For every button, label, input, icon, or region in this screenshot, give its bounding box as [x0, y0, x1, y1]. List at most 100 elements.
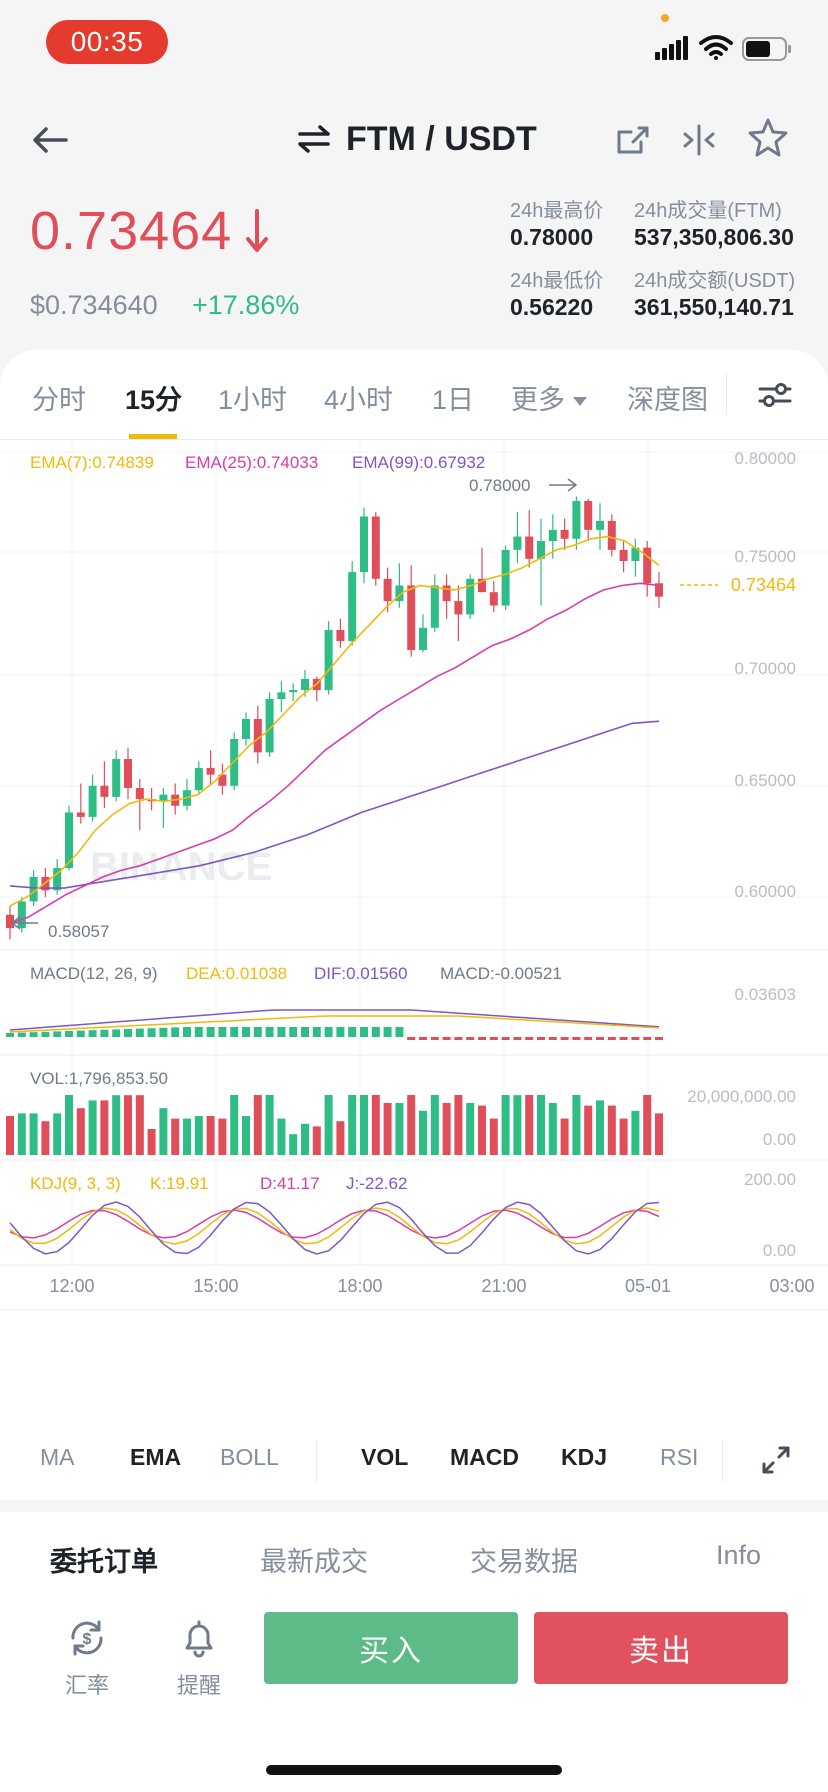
macd-bar — [41, 1031, 50, 1037]
price-tick: 0.60000 — [735, 882, 796, 901]
tab-more[interactable]: 更多 — [511, 378, 587, 417]
volume-bar — [596, 1100, 604, 1155]
indicator-ema[interactable]: EMA — [130, 1444, 182, 1470]
volume-bar — [619, 1118, 628, 1155]
fullscreen-expand-icon[interactable] — [760, 1444, 792, 1476]
indicator-bar: MA EMA BOLL VOL MACD KDJ RSI — [0, 1420, 828, 1500]
tab-1d[interactable]: 1日 — [432, 385, 475, 415]
tab-15m[interactable]: 15分 — [125, 385, 183, 415]
candle-body — [100, 785, 109, 797]
buy-button[interactable]: 买入 — [264, 1612, 518, 1684]
macd-panel — [6, 1009, 663, 1040]
candle-body — [265, 698, 274, 753]
volume-bar — [112, 1095, 121, 1155]
indicator-ma[interactable]: MA — [40, 1444, 75, 1470]
volume-panel — [6, 1095, 663, 1155]
pair-selector[interactable]: FTM / USDT — [296, 114, 537, 164]
macd-dif-line — [9, 1009, 660, 1031]
ema7-line — [9, 535, 660, 907]
candle-body — [124, 759, 132, 788]
macd-bar — [277, 1027, 286, 1037]
macd-bar — [537, 1037, 545, 1040]
candle-body — [360, 516, 368, 573]
candle-body — [194, 767, 203, 791]
chart-settings-icon[interactable] — [757, 380, 793, 410]
indicator-vol[interactable]: VOL — [361, 1444, 409, 1470]
volume-bar — [584, 1105, 593, 1155]
candle-body — [76, 812, 85, 817]
price-down-arrow-icon — [246, 209, 269, 252]
tab-depth[interactable]: 深度图 — [627, 385, 708, 415]
macd-bar — [17, 1032, 26, 1037]
compare-icon[interactable] — [681, 122, 717, 158]
volume-bar — [631, 1110, 640, 1155]
candle-body — [560, 529, 569, 539]
section-gap — [0, 1500, 828, 1512]
interval-tabs: 分时 15分 1小时 4小时 1日 更多 深度图 — [0, 350, 828, 440]
back-arrow-icon[interactable] — [28, 118, 72, 162]
macd-bar — [124, 1029, 132, 1037]
time-tick: 12:00 — [49, 1276, 94, 1296]
amount-24h-value: 361,550,140.71 — [634, 294, 794, 320]
kline-chart[interactable]: BINANCE EMA(7):0.74839 EMA(25):0.74033 E… — [0, 440, 828, 1400]
candle-body — [442, 585, 451, 602]
percent-change: +17.86% — [192, 290, 300, 320]
price-tick: 0.70000 — [735, 659, 796, 678]
indicator-boll[interactable]: BOLL — [220, 1444, 279, 1470]
macd-bar — [29, 1032, 38, 1037]
tab-info[interactable]: Info — [716, 1540, 762, 1570]
favorite-star-icon[interactable] — [746, 116, 790, 160]
volume-bar — [513, 1095, 522, 1155]
tab-open-orders[interactable]: 委托订单 — [50, 1547, 158, 1577]
macd-bar — [501, 1037, 510, 1040]
indicator-macd[interactable]: MACD — [450, 1444, 519, 1470]
price-alert-button[interactable]: 提醒 — [177, 1616, 221, 1700]
tab-1h[interactable]: 1小时 — [218, 385, 288, 415]
candle-body — [631, 547, 640, 562]
volume-bar — [371, 1095, 380, 1155]
amount-24h-label: 24h成交额(USDT) — [634, 270, 796, 292]
price-alert-label: 提醒 — [177, 1673, 222, 1698]
tab-latest-trades[interactable]: 最新成交 — [260, 1547, 368, 1577]
tab-more-label: 更多 — [511, 385, 565, 415]
privacy-indicator-dot — [661, 14, 669, 22]
macd-bar — [230, 1027, 239, 1037]
exchange-rate-button[interactable]: $ 汇率 — [65, 1616, 109, 1700]
volume-bar — [206, 1116, 215, 1155]
caret-down-icon — [573, 397, 587, 407]
kdj-legend-j: J:-22.62 — [346, 1174, 407, 1193]
macd-bar — [194, 1027, 203, 1037]
volume-bar — [419, 1110, 427, 1155]
indicator-kdj[interactable]: KDJ — [561, 1444, 608, 1470]
ema25-legend: EMA(25):0.74033 — [185, 453, 318, 472]
tab-time-share[interactable]: 分时 — [32, 385, 86, 415]
tab-4h[interactable]: 4小时 — [324, 385, 394, 415]
kdj-panel — [9, 1201, 660, 1255]
candle-body — [218, 774, 227, 786]
battery-icon — [742, 37, 791, 61]
macd-bar — [619, 1037, 628, 1040]
volume-bar — [65, 1095, 73, 1155]
indicator-rsi[interactable]: RSI — [660, 1444, 699, 1470]
volume-bar — [100, 1100, 109, 1155]
macd-bar — [218, 1027, 227, 1037]
macd-bar — [478, 1037, 486, 1040]
volume-bar — [336, 1121, 345, 1155]
time-tick: 05-01 — [625, 1276, 671, 1296]
swap-icon — [298, 125, 330, 153]
macd-bar — [265, 1027, 274, 1037]
macd-bar — [383, 1027, 392, 1037]
home-indicator — [266, 1765, 562, 1775]
tab-trading-data[interactable]: 交易数据 — [470, 1547, 578, 1577]
volume-bar — [230, 1095, 239, 1155]
svg-text:$: $ — [83, 1631, 92, 1648]
volume-bar — [501, 1095, 510, 1155]
ema99-legend: EMA(99):0.67932 — [352, 453, 485, 472]
share-icon[interactable] — [613, 120, 653, 160]
volume-bar — [643, 1095, 652, 1155]
cellular-signal-icon — [655, 36, 688, 60]
last-price: 0.73464 — [30, 200, 270, 262]
ema-lines — [9, 535, 660, 925]
sell-button[interactable]: 卖出 — [534, 1612, 788, 1684]
macd-bar — [489, 1037, 498, 1040]
